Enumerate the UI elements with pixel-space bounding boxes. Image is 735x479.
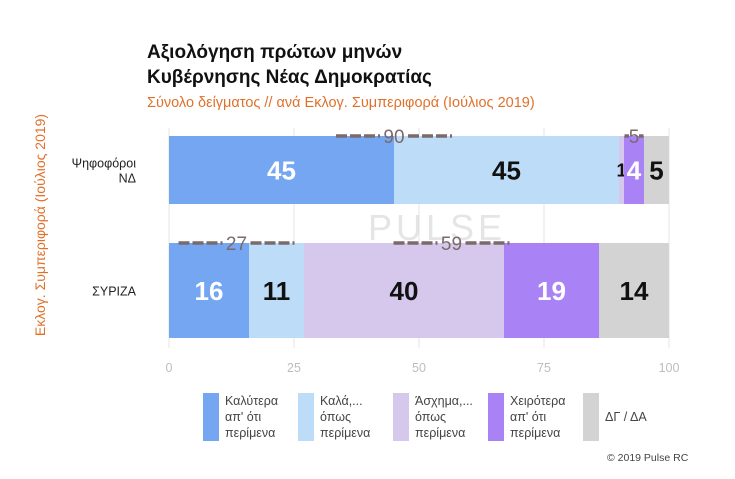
x-tick-label: 75 [537,361,551,375]
legend-swatch [488,393,504,441]
data-label: 45 [267,155,296,185]
legend-label: ΔΓ / ΔΑ [605,410,647,424]
legend-label: Άσχημα,... όπως περίμενα [415,394,473,440]
bar-segment [169,136,394,204]
legend-swatch [203,393,219,441]
bar-segment [624,136,644,204]
legend-label: Καλά,... όπως περίμενα [320,394,371,440]
sum-annotation: 5 [629,127,640,148]
bar-segment [394,136,619,204]
legend-swatch [583,393,599,441]
chart-title: Αξιολόγηση πρώτων μηνών Κυβέρνησης Νέας … [147,40,432,90]
copyright: © 2019 Pulse RC [607,452,689,464]
data-label: 16 [195,276,224,306]
category-label: ΝΔ [119,172,136,186]
legend-swatch [298,393,314,441]
bar-segment [304,243,504,338]
data-label: 1 [616,160,626,180]
legend-swatch [393,393,409,441]
sum-annotation: 90 [383,127,404,148]
x-tick-label: 25 [287,361,301,375]
category-label: Ψηφοφόροι [72,157,137,171]
legend-label: Καλύτερα απ' ότι περίμενα [225,394,279,440]
data-label: 14 [620,276,649,306]
data-label: 5 [649,155,663,185]
x-tick-label: 0 [166,361,173,375]
sum-annotation: 27 [226,234,247,255]
data-label: 19 [537,276,566,306]
sum-annotation: 59 [441,234,462,255]
chart-subtitle: Σύνολο δείγματος // ανά Εκλογ. Συμπεριφο… [147,95,535,111]
x-tick-label: 100 [659,361,680,375]
legend-label: Χειρότερα απ' ότι περίμενα [510,394,566,440]
bar-segment [249,243,304,338]
chart-title-line-2: Κυβέρνησης Νέας Δημοκρατίας [147,67,432,88]
data-label: 4 [627,155,642,185]
data-label: 45 [492,155,521,185]
category-label: ΣΥΡΙΖΑ [92,285,137,299]
x-tick-label: 50 [412,361,426,375]
bar-segment [169,243,249,338]
data-label: 11 [263,276,291,306]
bar-segment [644,136,669,204]
watermark-logo: PULSE [368,207,506,248]
data-label: 40 [390,276,419,306]
bar-segment [599,243,669,338]
bar-segment [504,243,599,338]
bar-segment [619,136,624,204]
legend: Καλύτερα απ' ότι περίμενα Καλά,... όπως π… [203,393,678,445]
chart-title-line-1: Αξιολόγηση πρώτων μηνών [147,42,403,63]
